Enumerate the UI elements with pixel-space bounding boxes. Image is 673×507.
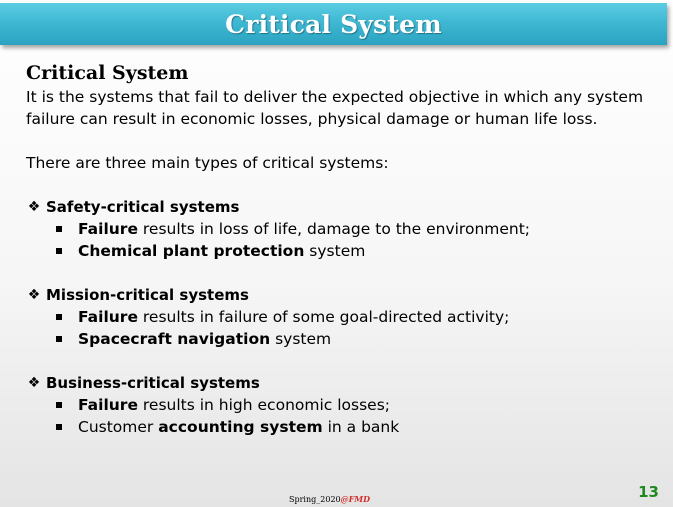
lead-paragraph: There are three main types of critical s…: [26, 154, 389, 172]
item-bold: Failure: [78, 220, 138, 238]
item-pre: Customer: [78, 418, 159, 436]
diamond-bullet-icon: ❖: [27, 287, 41, 303]
footer-tag: @FMD: [340, 494, 371, 504]
section-items: Failure results in loss of life, damage …: [26, 218, 656, 262]
square-bullet-icon: [56, 226, 62, 232]
item-bold: Chemical plant protection: [78, 242, 305, 260]
intro-paragraph: It is the systems that fail to deliver t…: [26, 88, 644, 128]
item-text: Customer accounting system in a bank: [78, 416, 399, 438]
item-bold: Spacecraft navigation: [78, 330, 271, 348]
item-bold: Failure: [78, 308, 138, 326]
item-bold: accounting system: [158, 418, 323, 436]
square-bullet-icon: [56, 248, 62, 254]
section-title-text: Safety-critical systems: [46, 198, 240, 216]
section-title: ❖ Business-critical systems: [26, 372, 656, 394]
list-item: Customer accounting system in a bank: [26, 416, 656, 438]
item-text: Failure results in failure of some goal-…: [78, 306, 509, 328]
list-item: Failure results in loss of life, damage …: [26, 218, 656, 240]
item-text: Chemical plant protection system: [78, 240, 365, 262]
item-post: in a bank: [322, 418, 400, 436]
item-post: system: [304, 242, 366, 260]
item-post: results in high economic losses;: [137, 396, 391, 414]
section-business-critical: ❖ Business-critical systems Failure resu…: [26, 372, 656, 438]
section-safety-critical: ❖ Safety-critical systems Failure result…: [26, 196, 656, 262]
list-item: Failure results in failure of some goal-…: [26, 306, 656, 328]
item-text: Failure results in loss of life, damage …: [78, 218, 530, 240]
item-post: system: [270, 330, 332, 348]
square-bullet-icon: [56, 314, 62, 320]
list-item: Failure results in high economic losses;: [26, 394, 656, 416]
section-title: ❖ Mission-critical systems: [26, 284, 656, 306]
square-bullet-icon: [56, 424, 62, 430]
section-title: ❖ Safety-critical systems: [26, 196, 656, 218]
title-bar: Critical System: [0, 3, 667, 45]
section-title-text: Business-critical systems: [46, 374, 260, 392]
item-bold: Failure: [78, 396, 138, 414]
content-heading: Critical System: [26, 62, 189, 84]
slide-footer: Spring_2020@FMD: [289, 494, 370, 504]
footer-text: Spring_2020: [289, 495, 341, 504]
diamond-bullet-icon: ❖: [27, 199, 41, 215]
section-mission-critical: ❖ Mission-critical systems Failure resul…: [26, 284, 656, 350]
diamond-bullet-icon: ❖: [27, 375, 41, 391]
item-text: Failure results in high economic losses;: [78, 394, 390, 416]
item-post: results in failure of some goal-directed…: [137, 308, 510, 326]
square-bullet-icon: [56, 336, 62, 342]
section-items: Failure results in failure of some goal-…: [26, 306, 656, 350]
list-item: Chemical plant protection system: [26, 240, 656, 262]
section-items: Failure results in high economic losses;…: [26, 394, 656, 438]
slide-content: Critical System It is the systems that f…: [26, 60, 656, 438]
item-post: results in loss of life, damage to the e…: [137, 220, 531, 238]
slide-title: Critical System: [225, 9, 442, 39]
page-number: 13: [638, 483, 659, 501]
item-text: Spacecraft navigation system: [78, 328, 331, 350]
section-title-text: Mission-critical systems: [46, 286, 249, 304]
square-bullet-icon: [56, 402, 62, 408]
list-item: Spacecraft navigation system: [26, 328, 656, 350]
